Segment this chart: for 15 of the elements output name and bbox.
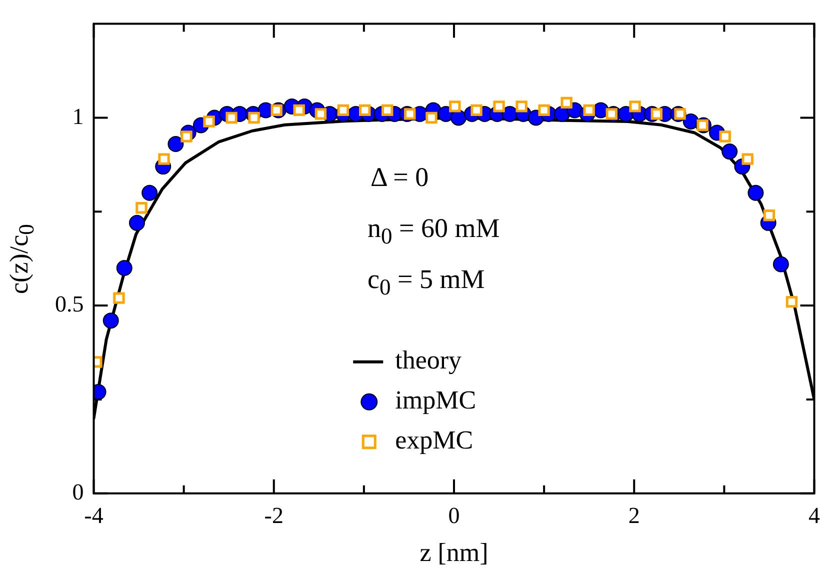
legend-label: impMC [395, 386, 476, 415]
x-tick-label: 4 [808, 503, 820, 528]
x-tick-label: 2 [628, 503, 640, 528]
x-tick-label: 0 [448, 503, 460, 528]
x-tick-label: -4 [84, 503, 104, 528]
annotation: n$_{0}$ = 60 mM [368, 212, 500, 250]
legend-label: expMC [395, 426, 474, 455]
x-tick-label: -2 [264, 503, 284, 528]
x-axis-title: z [nm] [420, 538, 488, 568]
legend-label: theory [395, 346, 462, 375]
annotation: c$_{0}$ = 5 mM [368, 264, 485, 300]
annotation: Δ = 0 [370, 162, 429, 193]
y-tick-label: 1 [72, 104, 84, 129]
y-tick-label: 0 [72, 479, 84, 504]
y-tick-label: 0.5 [55, 292, 84, 317]
